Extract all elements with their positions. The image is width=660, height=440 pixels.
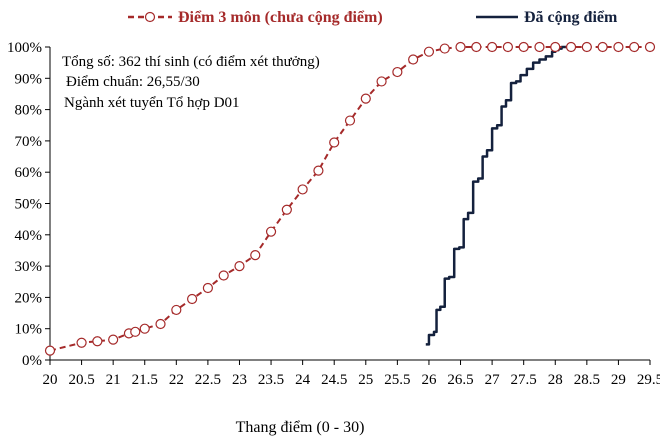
data-point-diem-3-mon [130,326,141,337]
data-point-diem-3-mon [92,336,103,347]
data-point-diem-3-mon [439,43,450,54]
annotation-line: Điểm chuẩn: 26,55/30 [66,74,200,90]
data-point-diem-3-mon [613,41,624,53]
x-tick-label: 28.5 [574,372,600,388]
y-tick-label: 60% [15,165,43,181]
x-tick-label: 26.5 [447,372,473,388]
data-point-diem-3-mon [139,323,150,334]
y-tick-label: 40% [15,228,43,244]
data-point-diem-3-mon [502,41,513,53]
x-tick-label: 24.5 [321,372,347,388]
x-tick-label: 27 [485,372,501,388]
x-tick-label: 21.5 [132,372,158,388]
y-tick-label: 20% [15,290,43,306]
y-tick-label: 0% [22,353,42,369]
data-point-diem-3-mon [534,41,545,53]
data-point-diem-3-mon [218,270,229,281]
data-point-diem-3-mon [76,337,87,348]
x-tick-label: 25 [358,372,373,388]
data-point-diem-3-mon [250,250,261,261]
legend-marker-series-1 [144,11,156,23]
data-point-diem-3-mon [187,293,198,305]
y-tick-label: 50% [15,197,43,213]
data-point-diem-3-mon [597,41,608,53]
data-point-diem-3-mon [360,93,371,104]
annotation-box: Tổng số: 362 thí sinh (có điểm xét thưởn… [62,54,320,111]
data-point-diem-3-mon [344,115,356,126]
data-point-diem-3-mon [297,184,308,195]
x-tick-label: 22 [169,372,184,388]
data-point-diem-3-mon [281,204,292,215]
y-tick-label: 10% [15,322,43,338]
data-point-diem-3-mon [313,165,324,176]
x-tick-label: 23 [232,372,247,388]
data-point-diem-3-mon [376,76,387,87]
y-tick-label: 100% [7,40,42,56]
data-point-diem-3-mon [234,261,245,272]
data-point-diem-3-mon [408,54,419,65]
data-point-diem-3-mon [265,226,277,237]
data-point-diem-3-mon [550,41,561,53]
x-tick-label: 29.5 [637,372,660,388]
x-tick-label: 20.5 [68,372,94,388]
x-tick-label: 26 [421,372,437,388]
data-point-diem-3-mon [471,41,482,53]
annotation-line: Tổng số: 362 thí sinh (có điểm xét thưởn… [62,54,320,70]
data-point-diem-3-mon [171,304,182,316]
x-tick-label: 24 [295,372,311,388]
x-tick-label: 22.5 [195,372,221,388]
data-point-diem-3-mon [644,41,656,53]
x-tick-label: 20 [43,372,58,388]
x-axis-title: Thang điểm (0 - 30) [236,419,365,436]
data-point-diem-3-mon [518,41,529,53]
data-point-diem-3-mon [629,41,640,53]
data-point-diem-3-mon [565,41,577,53]
series-line-da-cong-diem [425,45,568,346]
data-point-diem-3-mon [108,334,119,345]
data-point-diem-3-mon [44,345,56,356]
x-tick-label: 29 [611,372,626,388]
data-point-diem-3-mon [155,318,166,330]
data-point-diem-3-mon [202,282,213,294]
data-point-diem-3-mon [487,41,498,53]
data-point-diem-3-mon [455,41,466,53]
legend-label-series-2: Đã cộng điểm [524,9,618,26]
legend: Điểm 3 môn (chưa cộng điểm) Đã cộng điểm [128,9,618,26]
x-tick-label: 23.5 [258,372,284,388]
series-layer [44,41,656,356]
x-tick-label: 21 [106,372,121,388]
data-point-diem-3-mon [329,137,340,148]
data-point-diem-3-mon [423,46,435,57]
y-tick-label: 30% [15,259,43,275]
x-tick-label: 25.5 [384,372,410,388]
y-tick-label: 90% [15,71,43,87]
x-tick-label: 28 [548,372,563,388]
axes: 0% 10% 20% 30% 40% 50% 60% 70% 80% 90% 100% 20 20.5 2… [7,40,660,388]
data-point-diem-3-mon [392,66,403,78]
annotation-line: Ngành xét tuyển Tổ hợp D01 [64,95,240,111]
data-point-diem-3-mon [581,41,592,53]
legend-label-series-1: Điểm 3 môn (chưa cộng điểm) [178,9,383,26]
y-tick-label: 80% [15,103,43,119]
series-line-diem-3-mon [49,46,650,352]
y-tick-label: 70% [15,134,43,150]
x-tick-label: 27.5 [511,372,537,388]
